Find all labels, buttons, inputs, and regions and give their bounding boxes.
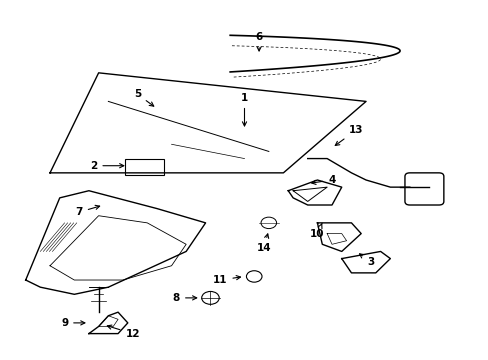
- Text: 1: 1: [241, 93, 247, 126]
- Text: 8: 8: [172, 293, 196, 303]
- Text: 2: 2: [90, 161, 123, 171]
- Text: 14: 14: [256, 234, 271, 253]
- Text: 5: 5: [134, 89, 153, 106]
- Text: 13: 13: [335, 125, 363, 145]
- Text: 12: 12: [107, 325, 140, 339]
- Text: 11: 11: [212, 275, 240, 285]
- Text: 4: 4: [311, 175, 335, 185]
- Text: 3: 3: [359, 254, 374, 267]
- Text: 6: 6: [255, 32, 262, 51]
- Text: 9: 9: [61, 318, 85, 328]
- Text: 10: 10: [309, 223, 324, 239]
- Text: 7: 7: [75, 205, 100, 217]
